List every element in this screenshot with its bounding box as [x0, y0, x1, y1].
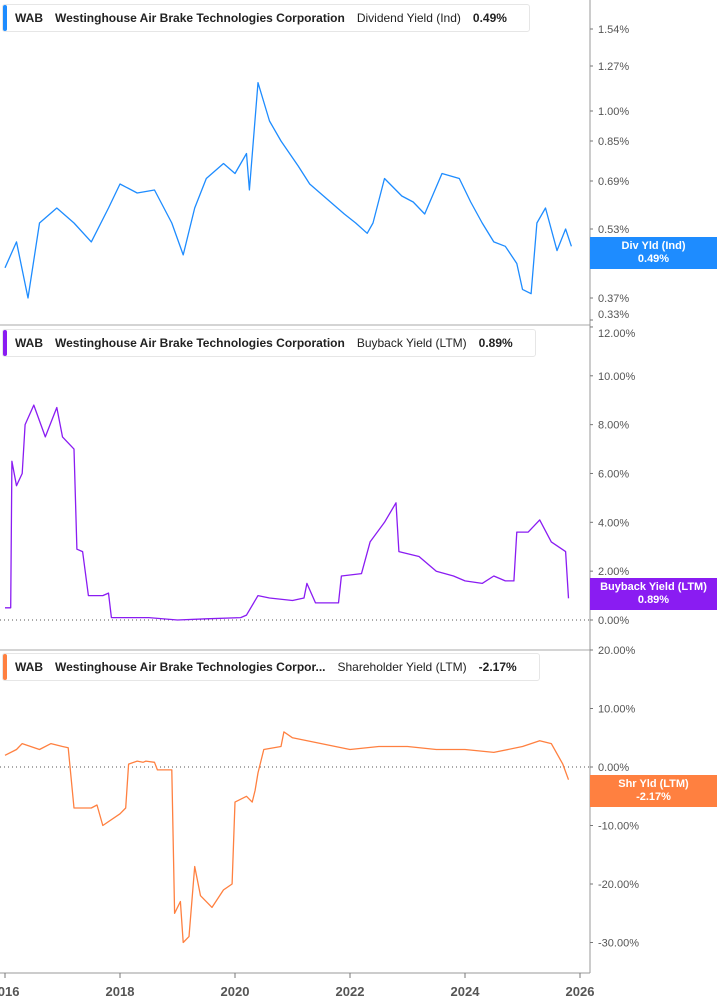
y-tick-label: 0.69% [598, 176, 629, 188]
y-tick-label: 12.00% [598, 328, 636, 340]
y-tick-label: 0.85% [598, 136, 629, 148]
legend-shareholder[interactable]: WAB Westinghouse Air Brake Technologies … [2, 653, 540, 681]
metric-name: Dividend Yield (Ind) [356, 11, 461, 25]
tag-value: 0.49% [637, 253, 670, 265]
y-tick-label: -20.00% [598, 879, 639, 891]
tag-label: Shr Yld (LTM) [618, 778, 689, 790]
tag-value: 0.89% [637, 594, 670, 606]
series-color-marker [3, 5, 7, 31]
shareholder-yield-line [4, 731, 570, 944]
y-tick-label: 1.54% [598, 24, 629, 36]
buyback-yield-line [5, 404, 570, 621]
ticker: WAB [15, 660, 43, 674]
series-color-marker [3, 330, 7, 356]
y-tick-label: 1.27% [598, 61, 629, 73]
x-tick-label: 2016 [0, 984, 19, 999]
metric-value: 0.89% [478, 336, 513, 350]
y-tick-label: 0.00% [598, 762, 629, 774]
y-tick-label: 10.00% [598, 704, 636, 716]
tag-value: -2.17% [636, 791, 671, 803]
y-tick-label: -10.00% [598, 821, 639, 833]
series-color-marker [3, 654, 7, 680]
y-tick-label: 0.37% [598, 293, 629, 305]
y-tick-label: 1.00% [598, 106, 629, 118]
last-value-tag-buyback: Buyback Yield (LTM) 0.89% [590, 578, 717, 610]
y-tick-label: 0.00% [598, 615, 629, 627]
x-tick-label: 2018 [106, 984, 135, 999]
x-tick-label: 2024 [451, 984, 481, 999]
x-tick-label: 2026 [566, 984, 595, 999]
ticker: WAB [15, 336, 43, 350]
y-tick-label: 10.00% [598, 371, 636, 383]
legend-dividend[interactable]: WAB Westinghouse Air Brake Technologies … [2, 4, 530, 32]
last-value-tag-dividend: Div Yld (Ind) 0.49% [590, 237, 717, 269]
company-name: Westinghouse Air Brake Technologies Corp… [55, 11, 345, 25]
tag-label: Buyback Yield (LTM) [600, 581, 707, 593]
metric-name: Buyback Yield (LTM) [356, 336, 467, 350]
legend-buyback[interactable]: WAB Westinghouse Air Brake Technologies … [2, 329, 536, 357]
x-tick-label: 2022 [336, 984, 365, 999]
company-name: Westinghouse Air Brake Technologies Corp… [55, 660, 326, 674]
y-tick-label: 6.00% [598, 468, 629, 480]
tag-label: Div Yld (Ind) [621, 240, 686, 252]
ticker: WAB [15, 11, 43, 25]
metric-name: Shareholder Yield (LTM) [337, 660, 467, 674]
metric-value: 0.49% [472, 11, 507, 25]
y-tick-label: 8.00% [598, 420, 629, 432]
x-tick-label: 2020 [221, 984, 250, 999]
y-tick-label: 4.00% [598, 517, 629, 529]
y-tick-label: 0.53% [598, 224, 629, 236]
y-tick-label: 2.00% [598, 566, 629, 578]
y-tick-label: 0.33% [598, 309, 629, 321]
y-tick-label: -30.00% [598, 938, 639, 950]
metric-value: -2.17% [478, 660, 517, 674]
last-value-tag-shareholder: Shr Yld (LTM) -2.17% [590, 775, 717, 807]
y-tick-label: 20.00% [598, 645, 636, 657]
dividend-yield-line [4, 82, 573, 299]
company-name: Westinghouse Air Brake Technologies Corp… [55, 336, 345, 350]
